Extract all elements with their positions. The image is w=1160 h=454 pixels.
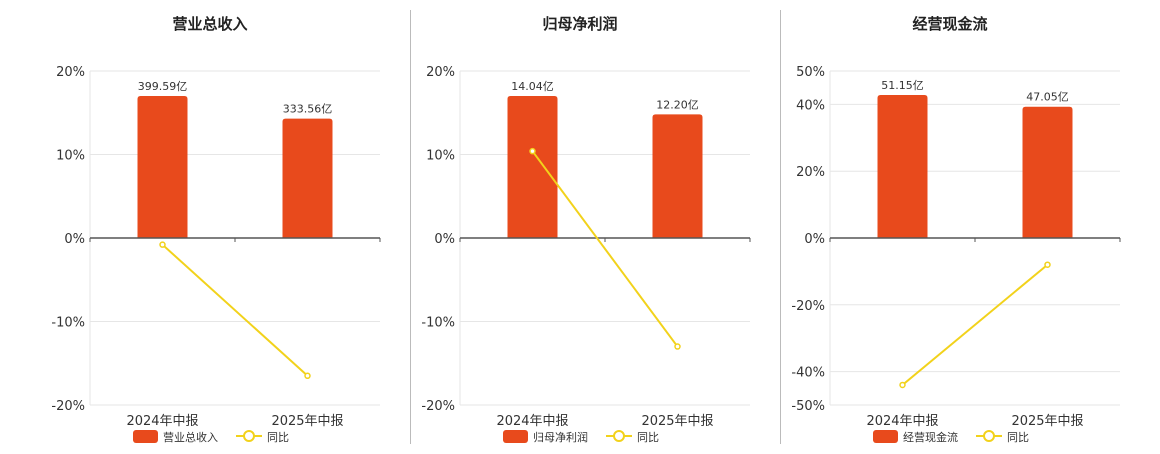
y-tick-label: -50% [791,399,825,414]
yoy-point [899,381,906,389]
legend-bar-swatch [133,430,158,443]
y-tick-label: -20% [791,299,825,314]
legend-line-marker [243,430,255,442]
yoy-line [901,263,1049,386]
yoy-line [161,243,309,377]
legend: 归母净利润 同比 [503,430,659,444]
legend-bar-label: 经营现金流 [903,430,958,444]
legend-bar-label: 归母净利润 [533,430,588,444]
bar [282,118,333,238]
y-tick-label: -20% [421,399,455,414]
y-tick-label: -10% [51,316,85,331]
bar [1022,106,1073,238]
x-category-label: 2024年中报 [496,414,568,429]
legend-bar-label: 营业总收入 [163,430,218,444]
panel-divider [410,10,411,444]
legend-bar-swatch [503,430,528,443]
legend: 经营现金流 同比 [873,430,1029,444]
yoy-point [159,241,166,248]
x-category-label: 2025年中报 [1011,414,1083,429]
legend-line-marker [613,430,625,442]
bar-data-label: 333.56亿 [283,103,333,116]
x-category-label: 2024年中报 [866,414,938,429]
legend: 营业总收入 同比 [133,430,289,444]
revenue-chart: 营业总收入 20% 10% 0% -10% -20% 399.59亿 333.56亿 2024年… [51,15,381,444]
x-category-label: 2025年中报 [641,414,713,429]
net-profit-chart: 归母净利润 20% 10% 0% -10% -20% 14.04亿 12.20亿 2024年中报… [421,15,751,444]
cash-flow-chart: 经营现金流 50% 40% 20% 0% -20% -40% -50% 51.15亿 47.05亿… [791,15,1121,444]
chart-panel-revenue: 营业总收入 20% 10% 0% -10% -20% 399.59亿 333.56亿 2024年… [40,0,410,450]
yoy-point [304,372,311,380]
x-category-label: 2024年中报 [126,414,198,429]
legend-line-marker [983,430,995,442]
y-tick-label: 50% [796,65,825,80]
chart-title: 归母净利润 [542,15,617,33]
bar [137,96,188,238]
y-tick-label: -10% [421,316,455,331]
yoy-point [674,343,681,350]
bar-data-label: 47.05亿 [1026,91,1069,104]
bar-data-label: 12.20亿 [656,98,699,111]
bar [507,96,558,238]
y-tick-label: 20% [796,165,825,180]
x-category-label: 2025年中报 [271,414,343,429]
yoy-point [1044,261,1051,268]
bar-data-label: 399.59亿 [138,80,188,93]
y-tick-label: -20% [51,399,85,414]
panel-divider [780,10,781,444]
legend-bar-swatch [873,430,898,443]
y-tick-label: 40% [796,98,825,113]
bar [877,95,928,238]
chart-title: 营业总收入 [172,15,247,33]
chart-panel-cash-flow: 经营现金流 50% 40% 20% 0% -20% -40% -50% 51.15亿 47.05亿… [780,0,1150,450]
y-tick-label: 0% [64,232,85,247]
bar [652,114,703,238]
y-tick-label: 20% [426,65,455,80]
y-tick-label: 0% [804,232,825,247]
y-tick-label: 10% [426,149,455,164]
legend-line-label: 同比 [267,431,289,444]
yoy-point [529,147,536,155]
y-tick-label: 10% [56,149,85,164]
bar-data-label: 51.15亿 [881,79,924,92]
legend-line-label: 同比 [1007,431,1029,444]
y-tick-label: 0% [434,232,455,247]
chart-panel-net-profit: 归母净利润 20% 10% 0% -10% -20% 14.04亿 12.20亿 2024年中报… [410,0,780,450]
yoy-line [531,150,679,348]
chart-title: 经营现金流 [912,15,987,33]
legend-line-label: 同比 [637,431,659,444]
bar-data-label: 14.04亿 [511,80,554,93]
y-tick-label: -40% [791,366,825,381]
y-tick-label: 20% [56,65,85,80]
